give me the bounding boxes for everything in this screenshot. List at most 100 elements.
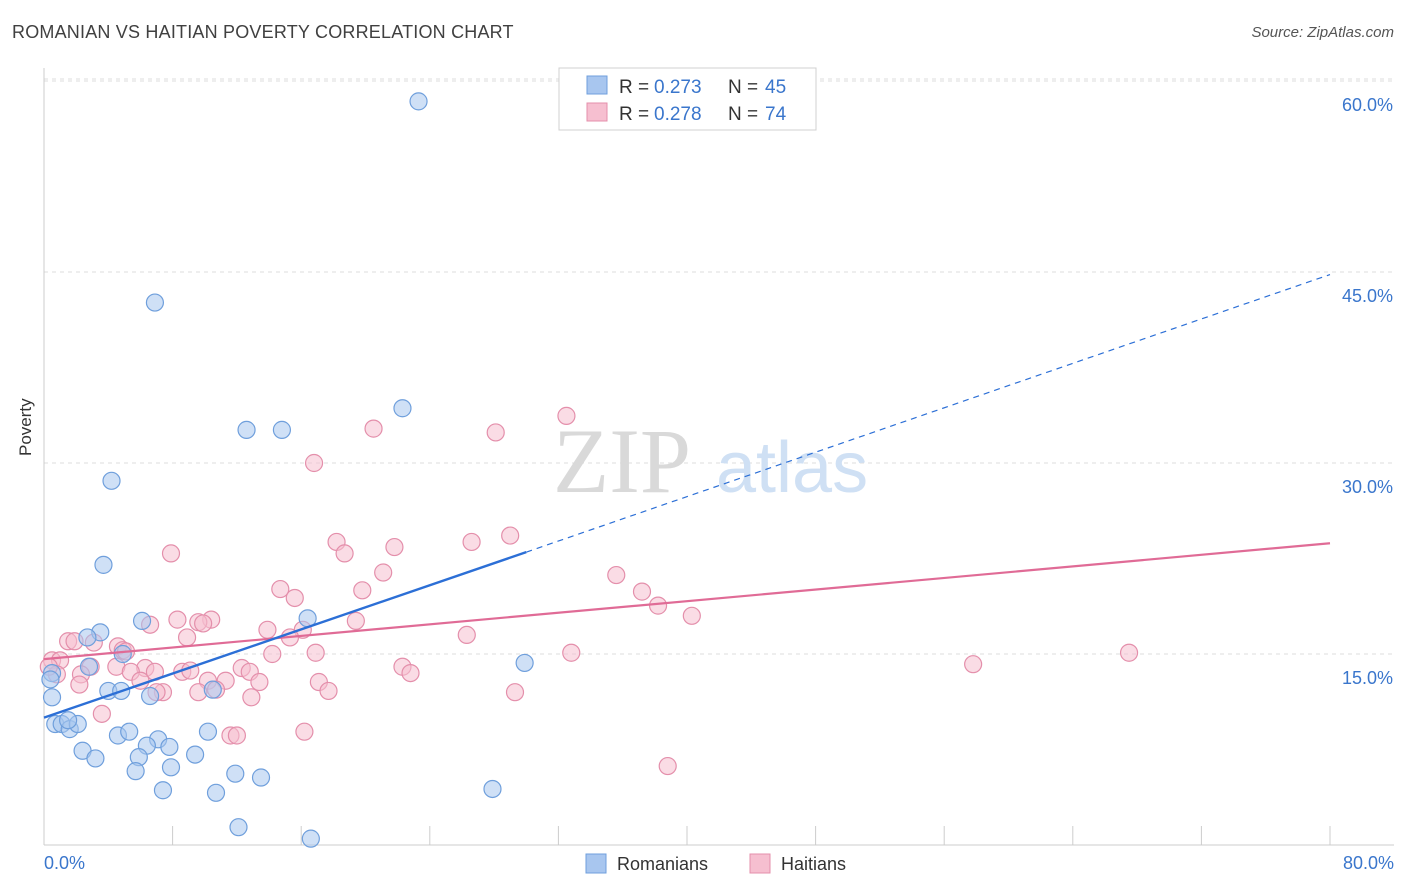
watermark-atlas: atlas (716, 428, 868, 508)
haitian-point (658, 756, 677, 776)
haitian-point (263, 644, 282, 664)
romanian-point (42, 688, 62, 707)
haitian-point (306, 643, 325, 662)
haitian-point (1119, 643, 1139, 662)
romanian-point (226, 764, 245, 783)
haitian-point (250, 672, 269, 692)
haitian-point (70, 675, 89, 694)
romanian-points (41, 92, 534, 848)
haitian-point (161, 544, 181, 563)
romanian-point (272, 420, 292, 439)
haitian-point (632, 582, 652, 601)
haitian-point (353, 581, 372, 600)
y-tick-label: 45.0% (1342, 286, 1393, 306)
haitian-point (304, 453, 324, 473)
haitian-point (285, 588, 304, 608)
romanian-trend-line (43, 550, 527, 719)
romanian-point (120, 722, 139, 741)
chart-title: ROMANIAN VS HAITIAN POVERTY CORRELATION … (12, 22, 514, 42)
haitian-point (401, 663, 420, 683)
romanian-point (515, 653, 534, 673)
romanian-point (251, 768, 271, 787)
legend-box: R = 0.273 N = 45 R = 0.278 N = 74 (558, 67, 817, 131)
haitian-point (295, 722, 314, 741)
haitian-point (374, 563, 393, 582)
romanian-point (237, 420, 256, 439)
haitian-point (385, 537, 404, 557)
legend-haitian-n-value: 74 (765, 104, 787, 125)
haitian-point (648, 596, 668, 615)
source-credit: Source: ZipAtlas.com (1251, 24, 1394, 41)
romanian-point (161, 758, 181, 777)
romanian-point (126, 762, 145, 781)
bottom-legend: Romanians Haitians (585, 853, 846, 874)
haitian-point (319, 681, 338, 701)
haitian-point (346, 611, 365, 630)
haitian-point (194, 614, 213, 633)
haitian-point (682, 606, 701, 625)
haitian-point (335, 544, 354, 563)
legend-romanian-n-label: N = (728, 77, 758, 98)
legend-romanian-r-value: 0.273 (654, 77, 702, 98)
legend-haitian-swatch (586, 102, 608, 122)
legend-romanian-n-value: 45 (765, 77, 786, 98)
y-tick-labels: 15.0% 30.0% 45.0% 60.0% (1342, 95, 1393, 688)
y-tick-label: 60.0% (1342, 95, 1393, 115)
y-tick-label: 30.0% (1342, 477, 1393, 497)
haitian-point (92, 704, 111, 723)
legend-romanian-swatch (586, 75, 608, 95)
romanian-point (203, 680, 222, 699)
haitian-point (227, 726, 246, 745)
legend-haitian-n-label: N = (728, 104, 758, 125)
romanian-point (59, 711, 78, 730)
y-tick-label: 15.0% (1342, 668, 1393, 688)
x-tick-label-max: 80.0% (1343, 853, 1394, 873)
haitian-point (562, 643, 581, 662)
romanian-point (41, 670, 60, 689)
bottom-legend-haitian-label: Haitians (781, 854, 846, 874)
romanian-point (186, 745, 205, 764)
haitian-point (607, 565, 626, 585)
romanian-point (393, 399, 412, 418)
trend-lines (43, 273, 1331, 719)
haitian-point (364, 419, 383, 438)
haitian-point (505, 683, 525, 702)
romanian-point (78, 628, 97, 647)
romanian-point (483, 779, 502, 799)
legend-romanian-r-label: R = (619, 77, 649, 98)
watermark: ZIP atlas (553, 410, 868, 512)
x-tick-labels: 0.0% 80.0% (44, 853, 1394, 873)
romanian-point (94, 555, 113, 574)
romanian-point (86, 749, 105, 768)
romanian-point (145, 293, 165, 312)
romanian-point (229, 818, 248, 837)
haitian-point (177, 628, 197, 647)
romanian-point (140, 686, 160, 706)
bottom-legend-romanian-label: Romanians (617, 854, 708, 874)
romanian-point (160, 737, 179, 757)
axes (43, 68, 1394, 846)
haitian-point (964, 655, 983, 674)
watermark-zip: ZIP (553, 410, 691, 512)
romanian-point (132, 611, 152, 630)
bottom-legend-haitian-swatch (749, 853, 771, 874)
haitian-point (271, 579, 290, 599)
romanian-point (153, 781, 173, 800)
haitian-trend-line (43, 542, 1331, 661)
haitian-point (242, 688, 261, 707)
romanian-point (113, 644, 132, 664)
legend-haitian-r-label: R = (619, 104, 649, 125)
haitian-point (501, 526, 520, 545)
haitian-point (258, 620, 277, 639)
romanian-point (409, 92, 428, 111)
romanian-point (301, 829, 320, 848)
romanian-point (79, 657, 99, 676)
haitian-point (486, 423, 505, 442)
haitian-point (557, 406, 576, 425)
haitian-point (168, 610, 187, 629)
haitian-point (462, 532, 481, 552)
romanian-point (198, 722, 218, 741)
bottom-legend-romanian-swatch (585, 853, 607, 874)
legend-haitian-r-value: 0.278 (654, 104, 702, 125)
